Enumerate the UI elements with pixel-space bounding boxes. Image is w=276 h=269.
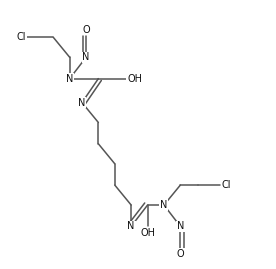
Text: Cl: Cl: [221, 180, 231, 190]
Text: N: N: [177, 221, 184, 231]
Text: O: O: [82, 25, 90, 35]
Text: N: N: [128, 221, 135, 231]
Text: O: O: [177, 249, 184, 259]
Text: OH: OH: [140, 228, 155, 238]
Text: N: N: [160, 200, 168, 210]
Text: Cl: Cl: [17, 32, 26, 42]
Text: N: N: [78, 98, 86, 108]
Text: N: N: [83, 52, 90, 62]
Text: OH: OH: [127, 74, 142, 84]
Text: N: N: [66, 74, 73, 84]
